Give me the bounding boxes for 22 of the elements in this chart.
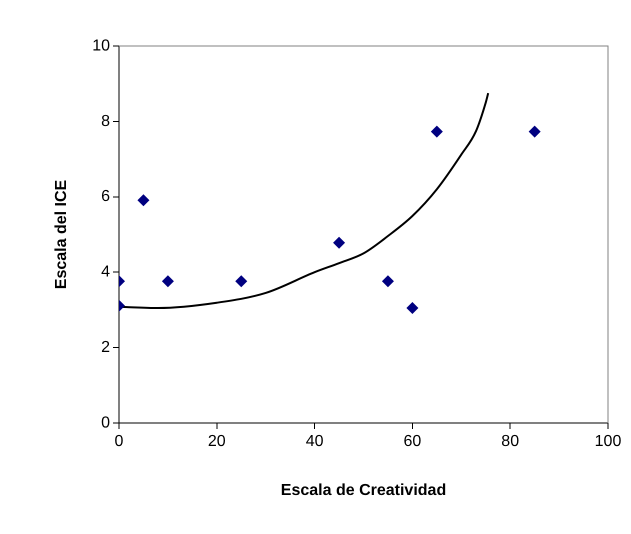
- x-tick-label: 20: [208, 433, 226, 450]
- point: [406, 302, 418, 314]
- y-axis-title: Escala del ICE: [53, 179, 70, 290]
- point: [137, 194, 150, 206]
- y-tick-label: 4: [101, 264, 110, 281]
- x-tick-label: 60: [404, 433, 422, 450]
- y-tick-label: 10: [92, 37, 110, 54]
- point: [162, 275, 174, 288]
- x-tick-label: 100: [594, 433, 622, 450]
- point: [235, 275, 248, 288]
- y-tick-label: 2: [101, 339, 110, 356]
- x-tick-label: 80: [501, 433, 520, 450]
- x-axis-title: Escala de Creatividad: [280, 482, 446, 499]
- y-tick-label: 6: [101, 188, 110, 206]
- point: [382, 275, 394, 288]
- y-tick-label: 8: [101, 112, 110, 130]
- x-tick-label: 40: [306, 433, 324, 450]
- point: [333, 236, 346, 249]
- y-tick-label: 0: [101, 414, 110, 432]
- point: [528, 126, 541, 138]
- point: [430, 126, 443, 138]
- x-tick-label: 0: [114, 433, 124, 450]
